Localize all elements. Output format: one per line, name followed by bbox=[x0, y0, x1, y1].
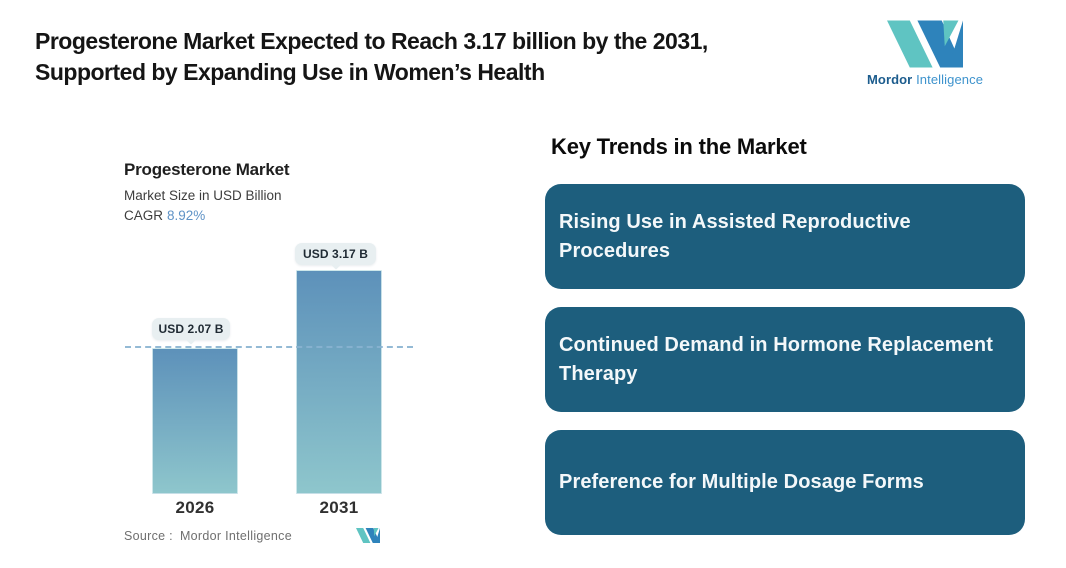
mordor-intelligence-logo-icon bbox=[887, 20, 963, 68]
trend-card-dosage-forms: Preference for Multiple Dosage Forms bbox=[545, 430, 1025, 535]
chart-subtitle: Market Size in USD Billion bbox=[124, 188, 282, 203]
cagr-value: 8.92% bbox=[167, 208, 206, 223]
mini-brand-logo-icon bbox=[356, 528, 380, 543]
value-label-2026: USD 2.07 B bbox=[152, 318, 230, 345]
page-title-line1: Progesterone Market Expected to Reach 3.… bbox=[35, 28, 708, 54]
value-label-2031-text: USD 3.17 B bbox=[302, 247, 369, 261]
chart-cagr: CAGR 8.92% bbox=[124, 208, 205, 223]
trends-heading: Key Trends in the Market bbox=[551, 134, 807, 159]
brand-name-light: Intelligence bbox=[916, 72, 984, 87]
brand-name: Mordor Intelligence bbox=[866, 72, 984, 87]
chart-title: Progesterone Market bbox=[124, 160, 290, 179]
source-label: Source : bbox=[124, 529, 173, 543]
page-title: Progesterone Market Expected to Reach 3.… bbox=[35, 26, 708, 88]
brand-name-bold: Mordor bbox=[866, 72, 913, 87]
source-row: Source : Mordor Intelligence bbox=[124, 529, 292, 543]
source-value: Mordor Intelligence bbox=[179, 529, 292, 543]
trend-card-assisted-reproductive: Rising Use in Assisted Reproductive Proc… bbox=[545, 184, 1025, 289]
page-title-line2: Supported by Expanding Use in Women’s He… bbox=[35, 59, 545, 85]
bar-2026 bbox=[152, 348, 238, 494]
bar-2031 bbox=[296, 270, 382, 494]
reference-line bbox=[125, 346, 413, 348]
value-label-2031: USD 3.17 B bbox=[295, 243, 376, 270]
trend-card-hormone-replacement: Continued Demand in Hormone Replacement … bbox=[545, 307, 1025, 412]
trend-card-label: Rising Use in Assisted Reproductive Proc… bbox=[559, 210, 911, 262]
trend-card-label: Preference for Multiple Dosage Forms bbox=[559, 471, 924, 493]
x-tick-2031: 2031 bbox=[319, 498, 359, 517]
cagr-label: CAGR bbox=[124, 208, 164, 223]
trend-card-label: Continued Demand in Hormone Replacement … bbox=[559, 333, 993, 385]
x-tick-2026: 2026 bbox=[175, 498, 215, 517]
brand-logo: Mordor Intelligence bbox=[866, 20, 984, 87]
value-label-2026-text: USD 2.07 B bbox=[158, 322, 224, 336]
